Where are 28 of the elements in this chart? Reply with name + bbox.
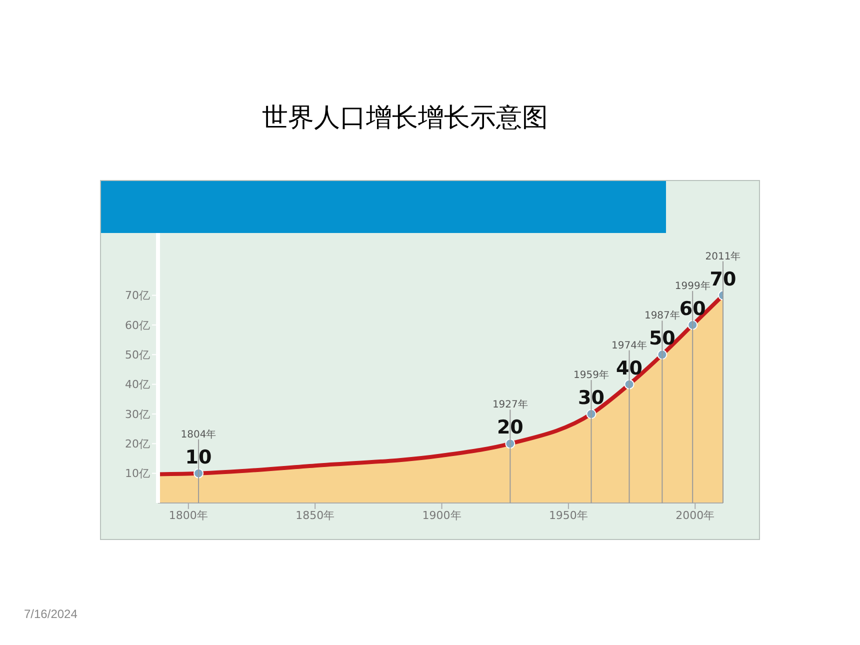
annotation: 1974年 — [612, 339, 647, 352]
annotation: 1927年 — [492, 398, 528, 411]
annotation: 1987年 — [644, 310, 680, 322]
annotation: 2011年 — [705, 250, 741, 262]
data-label: 50 — [648, 328, 676, 350]
x-tick-label: 1900年 — [422, 508, 462, 522]
y-tick-label: 70亿 — [125, 289, 150, 302]
annotation: 1999年 — [674, 280, 710, 292]
x-tick-label: 1850年 — [296, 508, 335, 522]
data-label: 40 — [616, 357, 642, 380]
y-tick-label: 60亿 — [125, 318, 150, 332]
text: 7/16/2024 — [24, 607, 78, 621]
data-label: 20 — [496, 416, 524, 439]
chart-title: 世界人口增长增长示意图 — [261, 102, 549, 135]
data-label: 10 — [185, 446, 212, 468]
annotation: 1959年 — [574, 368, 609, 381]
y-tick-label: 30亿 — [125, 408, 150, 421]
y-tick-label: 40亿 — [125, 378, 150, 392]
x-tick-label: 2000年 — [676, 508, 715, 522]
x-tick-label: 1950年 — [548, 508, 588, 522]
data-label: 30 — [578, 386, 604, 409]
data-label: 60 — [679, 298, 706, 320]
y-tick-label: 50亿 — [125, 348, 150, 362]
annotation: 1804年 — [180, 428, 216, 440]
x-tick-label: 1800年 — [168, 508, 208, 522]
y-tick-label: 10亿 — [125, 467, 150, 480]
data-label: 70 — [710, 268, 736, 290]
y-tick-label: 20亿 — [125, 438, 150, 451]
